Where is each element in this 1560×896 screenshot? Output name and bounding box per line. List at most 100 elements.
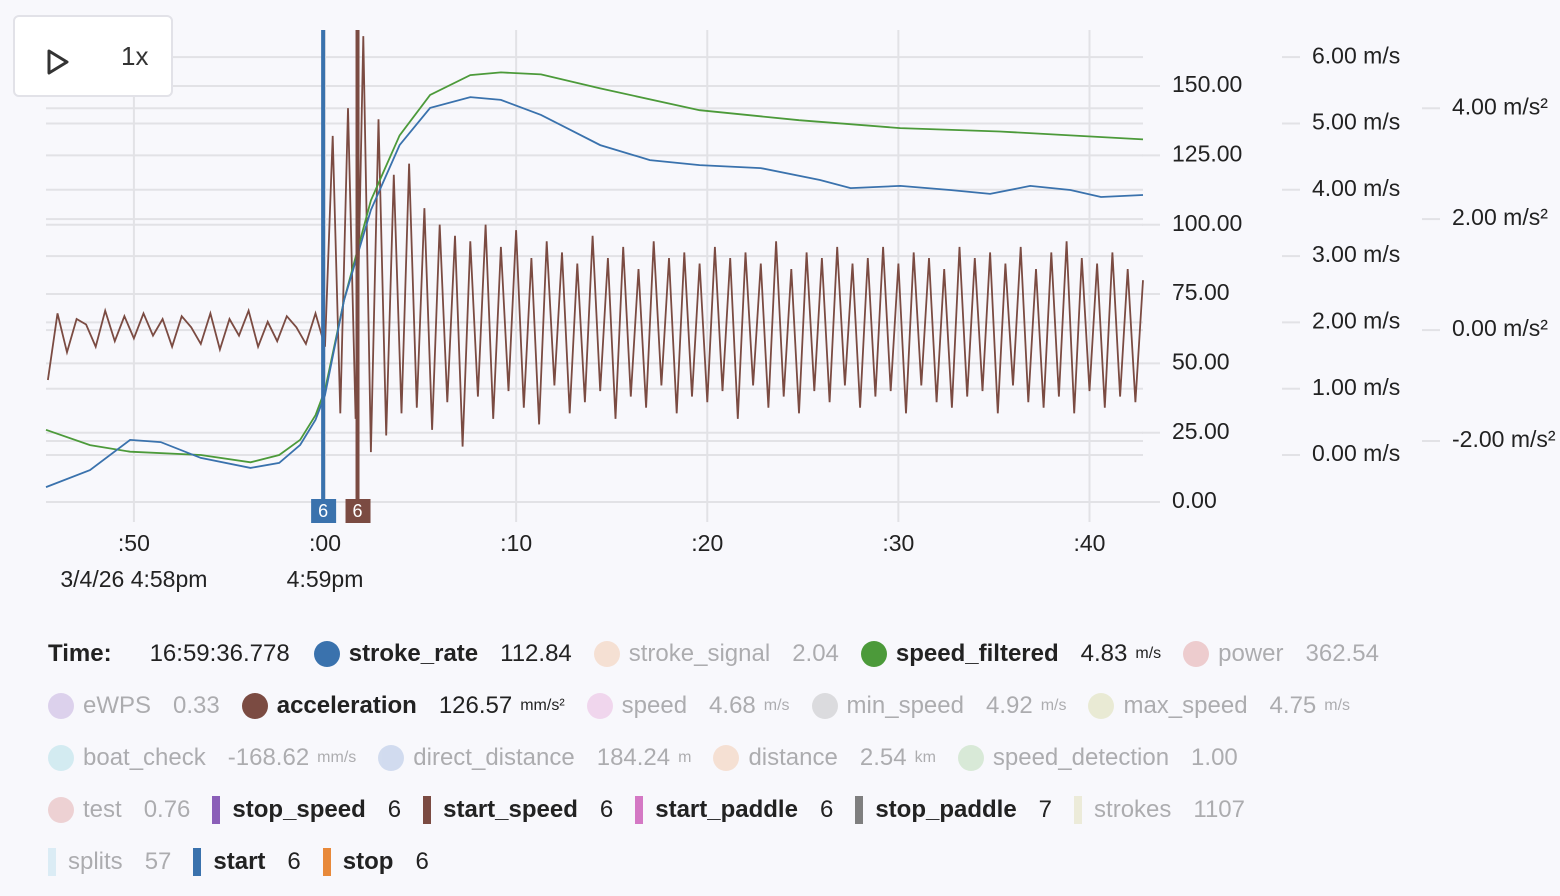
legend-name: max_speed [1123,692,1248,719]
legend-item[interactable]: boat_check -168.62 mm/s [48,744,356,772]
event-marker-badge [345,499,371,523]
legend-name: speed_detection [992,744,1170,771]
legend-name: distance [748,744,838,771]
legend-unit: mm/s [317,749,357,766]
legend-item[interactable]: stop_speed 6 [212,796,401,824]
legend-value: 0.33 [173,692,220,719]
legend-item[interactable]: splits 57 [48,848,171,876]
legend-item[interactable]: strokes 1107 [1074,796,1245,824]
legend-value: 57 [144,848,172,875]
legend-marker [1183,641,1210,667]
legend-value: -168.62 [227,744,310,771]
event-marker-badge [311,499,337,523]
legend-marker [322,848,331,876]
y-tick-label: 25.00 [1172,418,1230,444]
legend-name: start [213,848,266,875]
y-tick-label: 100.00 [1172,210,1242,236]
series-line [45,96,1144,488]
legend-marker [635,796,644,824]
legend-value: 112.84 [500,640,572,667]
y-tick-label: -2.00 m/s² [1452,426,1556,452]
legend-item[interactable]: stroke_rate 112.84 [313,640,572,668]
legend-marker [423,796,432,824]
legend-item[interactable]: stroke_signal 2.04 [593,640,839,668]
legend-unit: m/s [1040,697,1067,714]
legend-item[interactable]: speed_filtered 4.83 m/s [860,640,1162,668]
legend-item[interactable]: acceleration 126.57 mm/s² [241,692,565,720]
legend-value: 4.92 [985,692,1033,719]
readout-row: test 0.76 stop_speed 6 start_speed 6 start_pad… [48,784,1548,836]
readout-row: boat_check -168.62 mm/s direct_distance 184.… [48,732,1548,784]
series-line [45,71,1144,464]
legend-item[interactable]: stop_paddle 7 [855,796,1052,824]
x-date-label: 3/4/26 4:58pm [60,566,207,592]
legend-marker [713,745,740,771]
y-tick-label: 6.00 m/s [1312,42,1400,68]
legend-marker [586,693,613,719]
x-tick-label: :00 [309,530,341,556]
legend-name: power [1218,640,1284,667]
x-tick-label: :30 [882,530,914,556]
legend-item[interactable]: eWPS 0.33 [48,692,220,720]
playback-control[interactable]: 1x [13,15,173,97]
y-tick-label: 4.00 m/s [1312,175,1400,201]
y-tick-label: 2.00 m/s [1312,307,1400,333]
legend-name: strokes [1094,796,1172,823]
legend-name: stop_speed [232,796,366,823]
legend-unit: m [678,749,692,766]
legend-item[interactable]: speed 4.68 m/s [586,692,790,720]
legend-value: 6 [599,796,614,823]
readout-row: splits 57 start 6 stop 6 [48,836,1548,888]
y-tick-label: 5.00 m/s [1312,109,1400,135]
legend-item[interactable]: stop 6 [322,848,429,876]
legend-value: 4.68 [709,692,756,719]
legend-item[interactable]: direct_distance 184.24 m [378,744,691,772]
y-tick-label: 0.00 m/s² [1452,315,1548,341]
legend-value: 1.00 [1191,744,1238,771]
legend-marker [593,641,620,667]
legend-marker [313,641,340,667]
legend-item[interactable]: max_speed 4.75 m/s [1088,692,1350,720]
legend-item[interactable]: speed_detection 1.00 [957,744,1238,772]
legend-name: acceleration [276,692,417,719]
time-label: Time: [48,640,112,667]
y-tick-label: 4.00 m/s² [1452,93,1548,119]
legend-value: 4.75 [1269,692,1317,719]
series-line [47,36,1144,453]
legend-value: 2.54 [859,744,907,771]
event-marker-label: 6 [353,501,363,521]
y-tick-label: 2.00 m/s² [1452,204,1548,230]
legend-marker [957,745,984,771]
legend-name: eWPS [83,692,152,719]
time-value: 16:59:36.778 [149,640,290,667]
legend-name: speed_filtered [895,640,1059,667]
legend-unit: m/s [763,697,790,714]
play-icon[interactable] [45,47,71,77]
legend-marker [860,641,887,667]
legend-value: 6 [287,848,301,875]
legend-value: 6 [387,796,402,823]
legend-item[interactable]: start_paddle 6 [635,796,833,824]
legend-name: min_speed [846,692,964,719]
x-tick-label: :50 [118,530,150,556]
legend-item[interactable]: distance 2.54 km [713,744,936,772]
x-tick-label: :20 [691,530,723,556]
legend-name: stop_paddle [875,796,1017,823]
y-tick-label: 1.00 m/s [1312,374,1400,400]
legend-value: 6 [819,796,834,823]
legend-item[interactable]: power 362.54 [1183,640,1379,668]
legend-value: 0.76 [143,796,191,823]
y-tick-label: 3.00 m/s [1312,241,1400,267]
legend-unit: m/s [1135,645,1162,662]
legend-item[interactable]: start 6 [193,848,301,876]
speed-button[interactable]: 1x [121,41,149,71]
legend-item[interactable]: test 0.76 [48,796,190,824]
legend-name: test [83,796,122,823]
legend-item[interactable]: min_speed 4.92 m/s [811,692,1067,720]
legend-item[interactable]: start_speed 6 [423,796,613,824]
legend-value: 2.04 [792,640,839,667]
y-tick-label: 0.00 [1172,487,1217,513]
legend-value: 7 [1038,796,1053,823]
readout-row: eWPS 0.33 acceleration 126.57 mm/s² speed 4.68… [48,680,1548,732]
